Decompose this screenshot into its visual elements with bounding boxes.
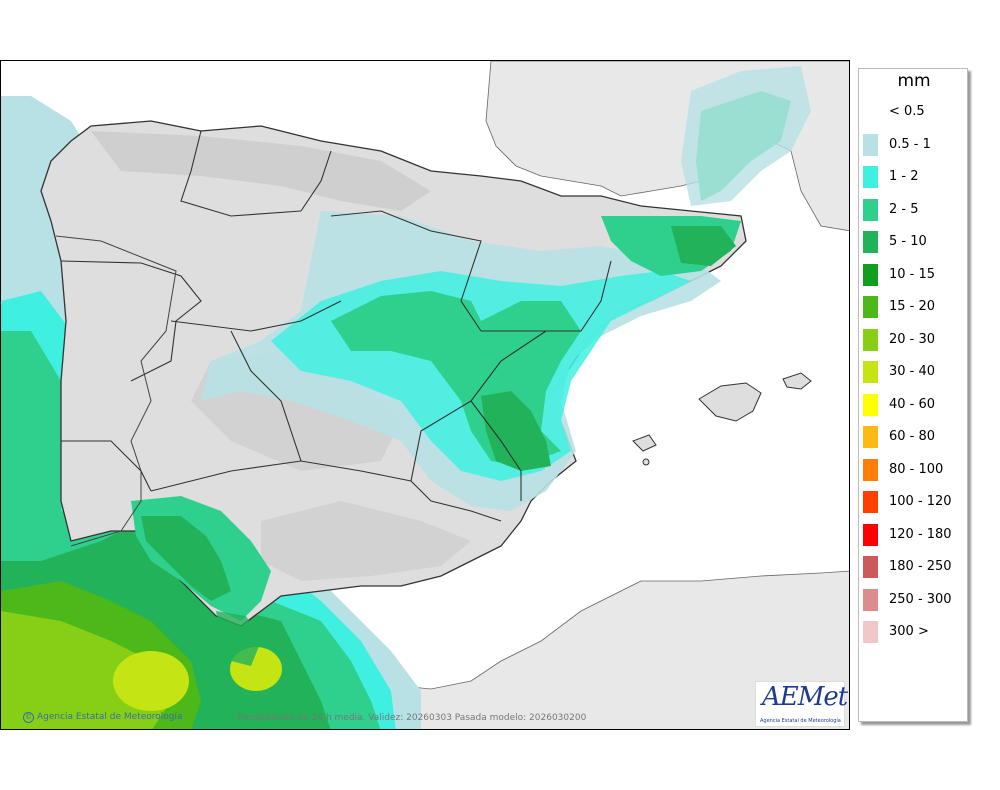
legend-swatch	[863, 491, 878, 513]
legend-item: 15 - 20	[863, 294, 965, 318]
legend-item: 1 - 2	[863, 164, 965, 188]
legend-item: 60 - 80	[863, 424, 965, 448]
legend-item: 100 - 120	[863, 489, 965, 513]
legend-label: 2 - 5	[889, 201, 919, 217]
legend-swatch	[863, 328, 878, 351]
aemet-logo[interactable]: AEMet Agencia Estatal de Meteorología	[755, 681, 848, 727]
credit-text: Agencia Estatal de Meteorología	[37, 712, 183, 722]
region-borders	[60, 130, 612, 522]
map-canvas	[1, 61, 849, 729]
legend-item: 300 >	[863, 619, 965, 643]
precipitation-map[interactable]: © Agencia Estatal de Meteorología Precipi…	[0, 60, 850, 730]
legend-swatch	[863, 393, 878, 416]
legend-item: 5 - 10	[863, 229, 965, 253]
legend-swatch	[863, 621, 878, 643]
legend-unit: mm	[897, 71, 931, 91]
legend-label: 80 - 100	[889, 461, 944, 477]
legend-label: 10 - 15	[889, 266, 936, 282]
legend-label: 120 - 180	[889, 526, 952, 542]
mallorca-island	[698, 382, 762, 422]
rain-catalonia-green	[671, 226, 736, 266]
legend-item: 30 - 40	[863, 359, 965, 383]
legend-swatch	[863, 426, 878, 448]
legend-swatch	[863, 133, 878, 156]
legend-swatch	[863, 231, 878, 253]
gibraltar-area	[216, 611, 261, 666]
ibiza-island	[632, 434, 657, 452]
menorca-island	[782, 372, 812, 390]
copyright-credit: © Agencia Estatal de Meteorología	[23, 712, 183, 723]
legend-swatch	[863, 296, 878, 318]
copyright-icon: ©	[23, 712, 34, 723]
legend-item: 120 - 180	[863, 522, 965, 546]
legend-item: 40 - 60	[863, 392, 965, 416]
legend-item: 0.5 - 1	[863, 132, 965, 156]
rain-max-ellipse-1	[113, 651, 189, 711]
legend-item: 20 - 30	[863, 327, 965, 351]
legend-label: 15 - 20	[889, 299, 936, 314]
legend-item: 2 - 5	[863, 197, 965, 221]
rain-france-light	[681, 66, 811, 206]
legend-label: 60 - 80	[889, 429, 936, 444]
legend-item: 180 - 250	[863, 554, 965, 578]
logo-text: AEMet	[762, 682, 848, 712]
portugal-border	[55, 235, 177, 547]
legend-label: 5 - 10	[889, 234, 927, 249]
legend-item: 80 - 100	[863, 457, 965, 481]
legend-swatch	[863, 166, 878, 188]
legend-label: 0.5 - 1	[889, 136, 931, 152]
legend-label: 300 >	[889, 624, 929, 639]
legend-item: < 0.5	[863, 99, 965, 123]
legend-item: 10 - 15	[863, 262, 965, 286]
legend-swatch	[863, 523, 878, 546]
precipitation-legend: mm < 0.5 0.5 - 1 1 - 2 2 - 5 5 - 10 10 - 15 15…	[858, 68, 968, 722]
legend-label: 1 - 2	[889, 169, 919, 184]
legend-label: 100 - 120	[889, 494, 952, 509]
legend-swatch	[863, 588, 878, 611]
legend-swatch	[863, 556, 878, 578]
relief-north	[91, 131, 431, 211]
legend-swatch	[863, 458, 878, 481]
relief-south	[261, 501, 471, 581]
legend-label: 180 - 250	[889, 559, 952, 574]
legend-swatch	[863, 198, 878, 221]
legend-label: 40 - 60	[889, 396, 936, 412]
rain-valencia-green	[481, 391, 551, 471]
rain-andalusia-green	[141, 516, 231, 601]
legend-label: 20 - 30	[889, 331, 936, 347]
legend-item: 250 - 300	[863, 587, 965, 611]
legend-swatch	[863, 101, 878, 123]
legend-label: 250 - 300	[889, 591, 952, 607]
logo-subtitle: Agencia Estatal de Meteorología	[760, 718, 841, 724]
map-caption: Precipitación en 24 h media. Validez: 20…	[237, 713, 587, 723]
legend-label: < 0.5	[889, 104, 925, 119]
formentera-island	[642, 458, 650, 466]
legend-label: 30 - 40	[889, 364, 936, 379]
legend-swatch	[863, 361, 878, 383]
legend-swatch	[863, 263, 878, 286]
